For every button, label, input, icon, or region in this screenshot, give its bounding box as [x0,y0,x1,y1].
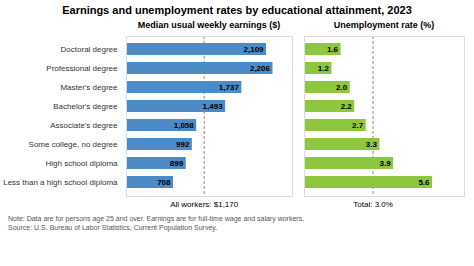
svg-text:2.7: 2.7 [352,121,364,130]
svg-text:Less than a high school diplom: Less than a high school diploma [3,178,118,187]
svg-text:Professional degree: Professional degree [46,64,118,73]
svg-text:2.0: 2.0 [336,83,348,92]
svg-text:3.9: 3.9 [380,159,392,168]
html-text:Source: U.S. Bureau of Labor S: Source: U.S. Bureau of Labor Statistics,… [8,224,218,231]
svg-text:1,493: 1,493 [203,102,224,111]
svg-text:All workers: $1,170: All workers: $1,170 [170,200,239,209]
svg-text:2,206: 2,206 [250,64,271,73]
svg-text:1,058: 1,058 [174,121,195,130]
svg-text:5.6: 5.6 [418,178,430,187]
html-text:Note: Data are for persons age: Note: Data are for persons age 25 and ov… [8,215,305,222]
html-text:Earnings and unemployment rate: Earnings and unemployment rates by educa… [62,4,412,16]
html-text:Median usual weekly earnings (: Median usual weekly earnings ($) [137,20,281,30]
svg-text:Doctoral degree: Doctoral degree [61,45,118,54]
svg-text:1,737: 1,737 [219,83,240,92]
svg-text:899: 899 [170,159,184,168]
svg-text:Some college, no degree: Some college, no degree [29,140,119,149]
svg-text:Master's degree: Master's degree [60,83,118,92]
svg-text:High school diploma: High school diploma [45,159,118,168]
svg-text:992: 992 [176,140,190,149]
svg-text:Bachelor's degree: Bachelor's degree [53,102,118,111]
svg-text:2,109: 2,109 [244,45,265,54]
svg-text:3.3: 3.3 [366,140,378,149]
svg-text:Associate's degree: Associate's degree [50,121,118,130]
svg-text:2.2: 2.2 [341,102,353,111]
svg-text:1.6: 1.6 [327,45,339,54]
svg-text:708: 708 [157,178,171,187]
svg-text:1.2: 1.2 [318,64,330,73]
svg-text:Total: 3.0%: Total: 3.0% [353,200,393,209]
html-text:Unemployment rate (%): Unemployment rate (%) [333,20,435,30]
